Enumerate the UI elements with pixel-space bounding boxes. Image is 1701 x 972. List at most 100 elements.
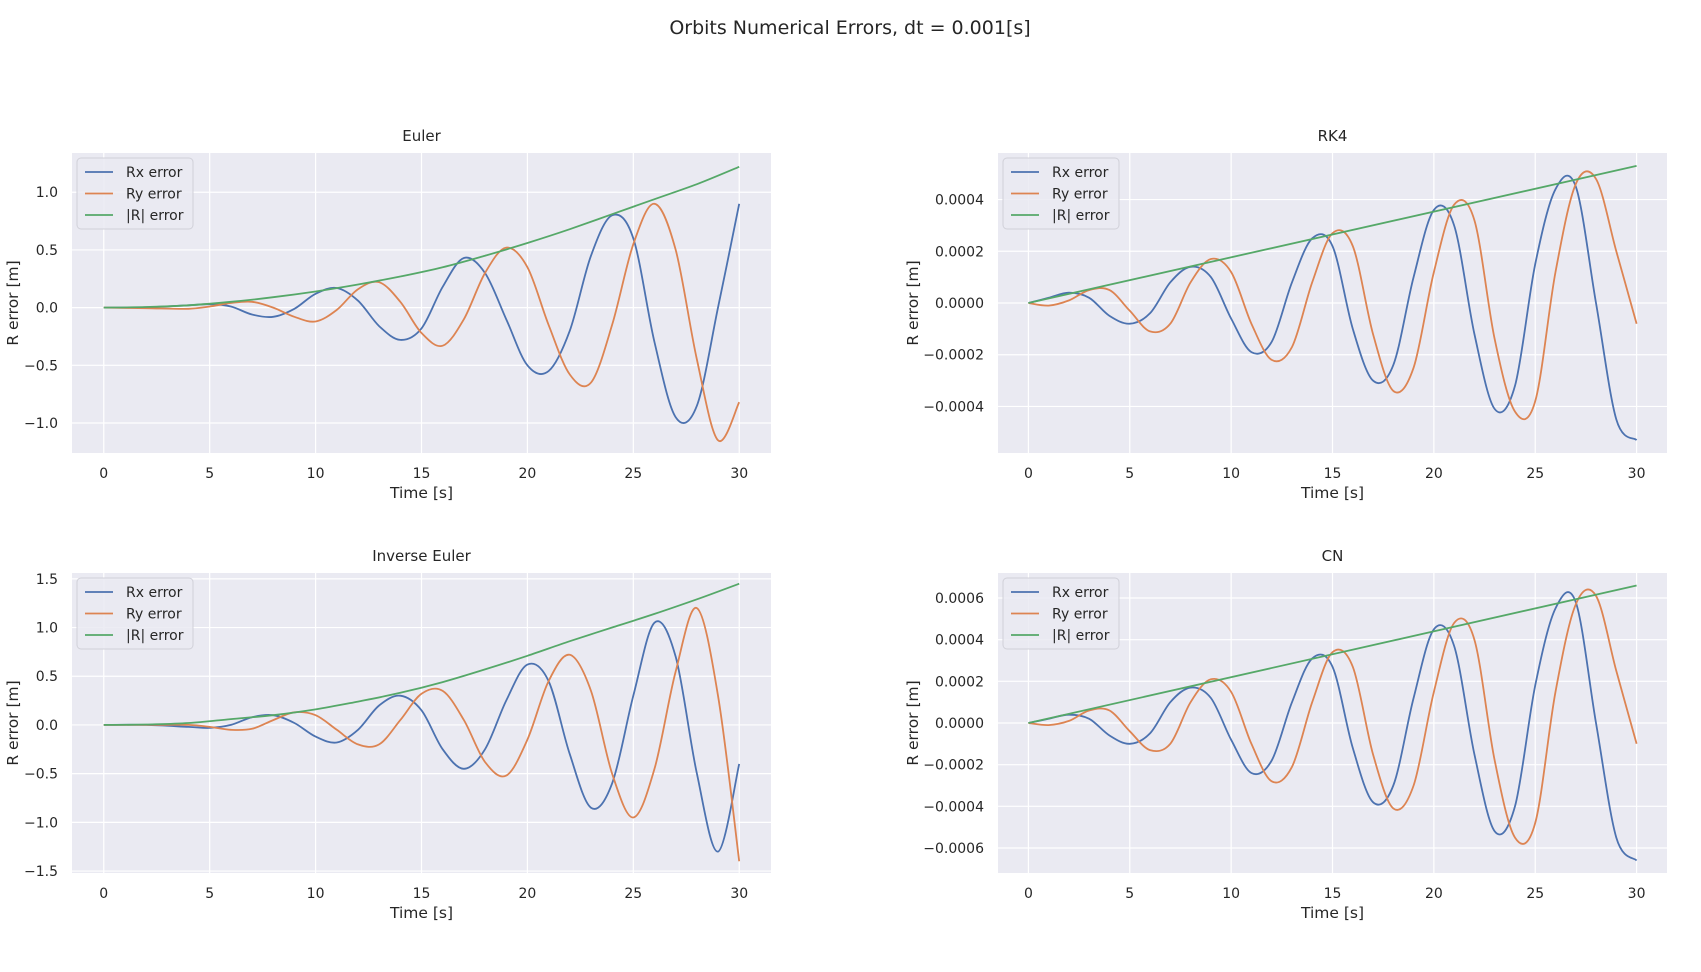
figure-suptitle: Orbits Numerical Errors, dt = 0.001[s]: [669, 17, 1030, 39]
x-tick-label: 15: [1324, 886, 1342, 902]
series-group: [103, 582, 741, 862]
x-axis-label: Time [s]: [389, 484, 453, 502]
x-tick-label: 0: [99, 466, 108, 482]
y-axis-label: R error [m]: [904, 680, 922, 765]
x-tick-label: 10: [1222, 886, 1240, 902]
legend-label: |R| error: [126, 208, 184, 224]
series-line-ry: [1028, 588, 1638, 845]
y-tick-label: −0.0004: [923, 399, 984, 415]
x-tick-label: 5: [205, 886, 214, 902]
x-tick-label: 30: [1628, 886, 1646, 902]
series-line-rx: [103, 203, 741, 424]
y-tick-label: 0.0006: [935, 591, 984, 607]
y-tick-label: −0.0004: [923, 799, 984, 815]
series-line-r-abs: [1028, 165, 1637, 304]
subplot-title: RK4: [1318, 127, 1348, 145]
x-tick-label: 10: [307, 466, 325, 482]
series-line-rx: [1028, 591, 1638, 862]
x-axis-label: Time [s]: [389, 904, 453, 922]
subplot-title: Inverse Euler: [372, 547, 471, 565]
x-axis-label: Time [s]: [1300, 484, 1364, 502]
series-line-ry: [103, 607, 741, 862]
series-line-r-abs: [1028, 584, 1637, 724]
legend: Rx error Ry error |R| error: [76, 157, 194, 230]
y-tick-label: 0.5: [36, 243, 58, 259]
x-tick-label: 30: [730, 886, 748, 902]
legend: Rx error Ry error |R| error: [76, 577, 194, 650]
subplot-inverse-euler: 0 5 10 15 20 25 30 −1.5 −1.0 −0.5 0.0 0.5 1.0 1.5 Inve…: [4, 547, 771, 922]
x-axis-label: Time [s]: [1300, 904, 1364, 922]
y-tick-label: 1.5: [36, 572, 58, 588]
y-tick-label: 0.0004: [935, 193, 984, 209]
legend-box: [1002, 577, 1120, 650]
legend-box: [76, 577, 194, 650]
x-tick-label: 30: [730, 466, 748, 482]
y-axis-label: R error [m]: [904, 260, 922, 345]
series-group: [1028, 584, 1638, 862]
legend-label: Rx error: [1052, 165, 1109, 181]
x-tick-label: 25: [1526, 886, 1544, 902]
legend-label: |R| error: [126, 628, 184, 644]
legend-box: [76, 157, 194, 230]
y-tick-label: −0.5: [24, 767, 58, 783]
series-line-r-abs: [103, 582, 740, 726]
legend-label: Ry error: [1052, 607, 1108, 623]
x-tick-label: 10: [307, 886, 325, 902]
x-tick-label: 20: [1425, 886, 1443, 902]
x-tick-label: 20: [1425, 466, 1443, 482]
y-tick-label: 1.0: [36, 185, 58, 201]
subplot-euler: 0 5 10 15 20 25 30 −1.0 −0.5 0.0 0.5 1.0 Euler Time […: [4, 127, 771, 502]
x-tick-label: 15: [413, 466, 431, 482]
x-tick-label: 15: [413, 886, 431, 902]
y-tick-label: 0.0002: [935, 244, 984, 260]
y-tick-label: −0.0002: [923, 348, 984, 364]
y-tick-label: 0.5: [36, 669, 58, 685]
y-tick-label: 0.0004: [935, 633, 984, 649]
y-tick-label: −1.0: [24, 416, 58, 432]
y-tick-label: −0.5: [24, 358, 58, 374]
series-line-rx: [1028, 174, 1638, 441]
series-group: [103, 165, 741, 442]
y-tick-label: 1.0: [36, 621, 58, 637]
legend-label: Ry error: [126, 187, 182, 203]
x-tick-label: 25: [624, 466, 642, 482]
x-tick-label: 0: [1024, 886, 1033, 902]
legend: Rx error Ry error |R| error: [1002, 157, 1120, 230]
y-axis-label: R error [m]: [4, 260, 22, 345]
subplot-cn: 0 5 10 15 20 25 30 −0.0006 −0.0004 −0.0002 0.0000 0…: [904, 547, 1667, 922]
legend-label: |R| error: [1052, 208, 1110, 224]
y-tick-label: 0.0: [36, 301, 58, 317]
y-tick-label: 0.0: [36, 718, 58, 734]
x-tick-label: 5: [205, 466, 214, 482]
x-tick-label: 25: [1526, 466, 1544, 482]
legend-label: Rx error: [1052, 585, 1109, 601]
x-tick-label: 20: [518, 466, 536, 482]
x-tick-label: 0: [99, 886, 108, 902]
subplot-grid: 0 5 10 15 20 25 30 −1.0 −0.5 0.0 0.5 1.0 Euler Time […: [4, 127, 1667, 922]
legend-box: [1002, 157, 1120, 230]
y-tick-label: −1.0: [24, 815, 58, 831]
subplot-title: CN: [1322, 547, 1344, 565]
x-tick-label: 10: [1222, 466, 1240, 482]
x-tick-label: 15: [1324, 466, 1342, 482]
legend-label: Rx error: [126, 585, 183, 601]
y-tick-label: 0.0002: [935, 674, 984, 690]
subplot-title: Euler: [402, 127, 441, 145]
legend-label: Rx error: [126, 165, 183, 181]
y-tick-label: −1.5: [24, 864, 58, 880]
y-tick-label: −0.0006: [923, 841, 984, 857]
x-tick-label: 0: [1024, 466, 1033, 482]
x-tick-label: 5: [1125, 466, 1134, 482]
legend-label: Ry error: [126, 607, 182, 623]
y-tick-label: −0.0002: [923, 758, 984, 774]
legend-label: |R| error: [1052, 628, 1110, 644]
y-tick-label: 0.0000: [935, 296, 984, 312]
series-line-ry: [1028, 170, 1638, 420]
series-line-ry: [103, 202, 741, 442]
series-group: [1028, 165, 1638, 441]
x-tick-label: 20: [518, 886, 536, 902]
x-tick-label: 25: [624, 886, 642, 902]
y-tick-label: 0.0000: [935, 716, 984, 732]
subplot-rk4: 0 5 10 15 20 25 30 −0.0004 −0.0002 0.0000 0.0002 0.…: [904, 127, 1667, 502]
